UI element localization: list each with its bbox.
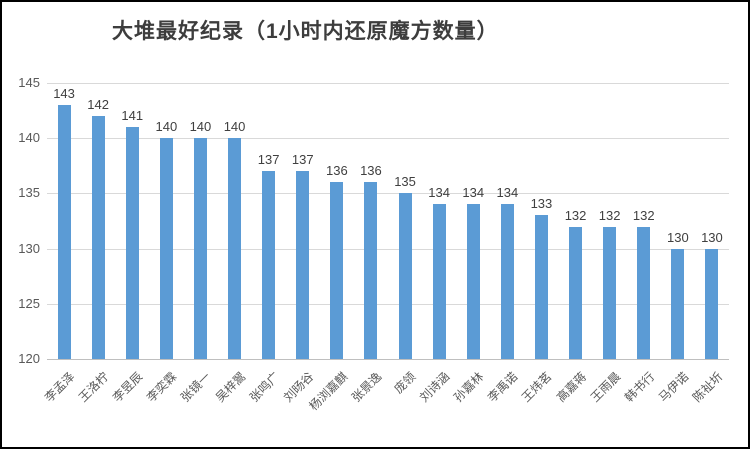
bar bbox=[91, 116, 105, 359]
bar-value-label: 142 bbox=[87, 97, 109, 113]
y-axis-tick-label: 130 bbox=[18, 240, 40, 256]
bar bbox=[705, 248, 719, 359]
bar bbox=[534, 215, 548, 359]
bar bbox=[671, 248, 685, 359]
bar-value-label: 132 bbox=[564, 207, 587, 223]
bar-value-label: 134 bbox=[496, 185, 519, 201]
x-axis-line bbox=[47, 359, 729, 360]
bar bbox=[125, 127, 139, 359]
bar-value-label: 137 bbox=[291, 152, 314, 168]
bar bbox=[432, 204, 446, 359]
bar-value-label: 134 bbox=[462, 185, 485, 201]
y-axis-tick-label: 125 bbox=[18, 295, 40, 311]
gridline bbox=[47, 248, 729, 250]
bar-value-label: 130 bbox=[701, 229, 723, 245]
bar-value-label: 137 bbox=[257, 152, 280, 168]
gridline bbox=[47, 303, 729, 305]
bar bbox=[57, 105, 71, 359]
y-axis-tick-label: 120 bbox=[18, 351, 40, 366]
y-axis-tick-label: 145 bbox=[18, 75, 40, 90]
chart-title: 大堆最好纪录（1小时内还原魔方数量） bbox=[112, 20, 499, 43]
bar bbox=[159, 138, 173, 359]
bar bbox=[398, 193, 412, 359]
bar-value-label: 143 bbox=[53, 86, 75, 102]
bar-value-label: 135 bbox=[394, 174, 416, 190]
bar-value-label: 130 bbox=[666, 229, 689, 245]
bar-value-label: 132 bbox=[598, 207, 621, 223]
bar bbox=[228, 138, 242, 359]
bar bbox=[500, 204, 514, 359]
bar-value-label: 140 bbox=[155, 119, 178, 135]
y-axis-tick-label: 135 bbox=[18, 185, 40, 201]
bar bbox=[262, 171, 276, 359]
bar-value-label: 132 bbox=[632, 207, 655, 223]
bar-value-label: 134 bbox=[428, 185, 450, 201]
bar-value-label: 133 bbox=[530, 196, 553, 212]
gridline bbox=[47, 138, 729, 140]
bar-value-label: 140 bbox=[223, 119, 246, 135]
bar-value-label: 141 bbox=[121, 108, 144, 124]
bar bbox=[569, 226, 583, 359]
bar-value-label: 136 bbox=[360, 163, 382, 179]
bar bbox=[603, 226, 617, 359]
gridline bbox=[47, 83, 729, 84]
bar-value-label: 136 bbox=[325, 163, 348, 179]
bar bbox=[193, 138, 207, 359]
gridline bbox=[47, 193, 729, 195]
y-axis-tick-label: 140 bbox=[18, 130, 40, 146]
bar bbox=[637, 226, 651, 359]
bar bbox=[364, 182, 378, 359]
bar bbox=[466, 204, 480, 359]
bar bbox=[330, 182, 344, 359]
bar bbox=[296, 171, 310, 359]
bar-value-label: 140 bbox=[189, 119, 212, 135]
